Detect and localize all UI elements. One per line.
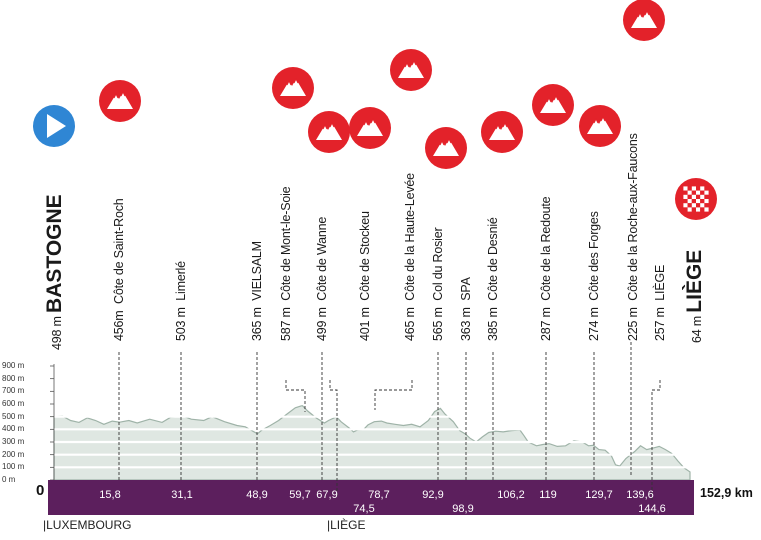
point-name: Côte de Wanne (315, 216, 329, 301)
point-marker-line (651, 380, 661, 500)
km-label: 74,5 (353, 503, 375, 515)
total-distance: 152,9 km (700, 486, 753, 500)
point-label: 385 m Côte de Desnié (486, 217, 500, 341)
km-label: 67,9 (316, 489, 338, 501)
start-altitude: 498 m (50, 316, 64, 350)
point-label: 401 m Côte de Stockeu (358, 211, 372, 341)
km-band (48, 480, 694, 515)
point-name: Côte de Stockeu (358, 211, 372, 301)
point-name: Côte de Saint-Roch (112, 198, 126, 304)
point-altitude: 365 m (250, 307, 264, 341)
play-triangle-icon (33, 105, 75, 147)
km-label: 59,7 (289, 489, 311, 501)
start-label: 498 m BASTOGNE (43, 194, 66, 350)
point-altitude: 565 m (431, 307, 445, 341)
mountain-icon (349, 107, 391, 149)
point-label: 365 m VIELSALM (250, 241, 264, 341)
region-liege: |LIÈGE (327, 518, 366, 532)
mountain-icon (99, 80, 141, 122)
finish-name: LIÈGE (683, 249, 706, 313)
mountain-icon (390, 49, 432, 91)
point-altitude: 274 m (587, 307, 601, 341)
mountain-icon (308, 111, 350, 153)
point-name: Côte des Forges (587, 211, 601, 301)
finish-label: 64 m LIÈGE (683, 250, 706, 343)
point-label: 503 m Limerlé (174, 261, 188, 341)
km-label: 119 (539, 489, 557, 501)
km-label: 92,9 (422, 489, 444, 501)
point-altitude: 401 m (358, 307, 372, 341)
y-tick-label: 300 m (2, 437, 25, 446)
point-label: 565 m Col du Rosier (431, 228, 445, 341)
point-name: Côte de la Redoute (539, 196, 553, 301)
point-altitude: 465 m (403, 307, 417, 341)
mountain-icon (481, 111, 523, 153)
point-altitude: 499 m (315, 307, 329, 341)
mountain-icon (272, 67, 314, 109)
point-altitude: 287 m (539, 307, 553, 341)
y-tick-label: 500 m (2, 411, 25, 421)
y-tick-label: 600 m (2, 399, 25, 408)
point-name: Côte de la Roche-aux-Faucons (626, 133, 640, 301)
point-altitude: 257 m (653, 307, 667, 341)
km-label: 129,7 (585, 489, 613, 501)
y-tick-label: 0 m (2, 475, 16, 484)
mountain-icon (532, 84, 574, 126)
y-tick-label: 900 m (2, 361, 25, 370)
point-label: 499 m Côte de Wanne (315, 217, 329, 341)
point-altitude: 225 m (626, 307, 640, 341)
point-name: Côte de la Haute-Levée (403, 173, 417, 301)
km-label: 48,9 (246, 489, 268, 501)
point-name: VIELSALM (250, 241, 264, 301)
km-label: 144,6 (638, 503, 666, 515)
km-label: 106,2 (497, 489, 525, 501)
y-tick-label: 200 m (2, 449, 25, 459)
y-tick-label: 800 m (2, 373, 25, 383)
checkered-flag-icon (675, 178, 717, 220)
km-label: 139,6 (626, 489, 654, 501)
point-name: LIÈGE (653, 264, 667, 301)
point-label: 587 m Côte de Mont-le-Soie (279, 187, 293, 341)
point-marker-line (374, 380, 413, 410)
point-label: 363 m SPA (459, 277, 473, 341)
point-altitude: 385 m (486, 307, 500, 341)
point-label: 274 m Côte des Forges (587, 211, 601, 341)
y-tick-label: 100 m (2, 462, 25, 472)
point-label: 465 m Côte de la Haute-Levée (403, 173, 417, 341)
start-name: BASTOGNE (43, 194, 66, 313)
y-tick-label: 400 m (2, 424, 25, 434)
point-marker-line (285, 380, 306, 412)
mountain-icon (579, 105, 621, 147)
mountain-icon (425, 127, 467, 169)
point-label: 287 m Côte de la Redoute (539, 197, 553, 341)
point-name: Col du Rosier (431, 227, 445, 301)
point-altitude: 503 m (174, 307, 188, 341)
point-altitude: 456m (112, 310, 126, 341)
point-label: 257 m LIÈGE (653, 265, 667, 341)
finish-altitude: 64 m (690, 316, 704, 343)
point-name: Côte de Mont-le-Soie (279, 186, 293, 301)
mountain-icon (623, 0, 665, 41)
zero-km-label: 0 (36, 482, 45, 499)
point-label: 225 m Côte de la Roche-aux-Faucons (626, 133, 640, 341)
point-name: Limerlé (174, 261, 188, 301)
point-altitude: 363 m (459, 307, 473, 341)
region-luxembourg: |LUXEMBOURG (43, 518, 132, 532)
km-label: 98,9 (452, 503, 474, 515)
km-label: 78,7 (368, 489, 390, 501)
km-label: 15,8 (99, 489, 121, 501)
point-label: 456m Côte de Saint-Roch (112, 198, 126, 341)
y-tick-label: 700 m (2, 386, 25, 396)
km-label: 31,1 (171, 489, 193, 501)
point-marker-line (329, 380, 338, 498)
point-altitude: 587 m (279, 307, 293, 341)
point-name: SPA (459, 277, 473, 301)
point-name: Côte de Desnié (486, 217, 500, 301)
